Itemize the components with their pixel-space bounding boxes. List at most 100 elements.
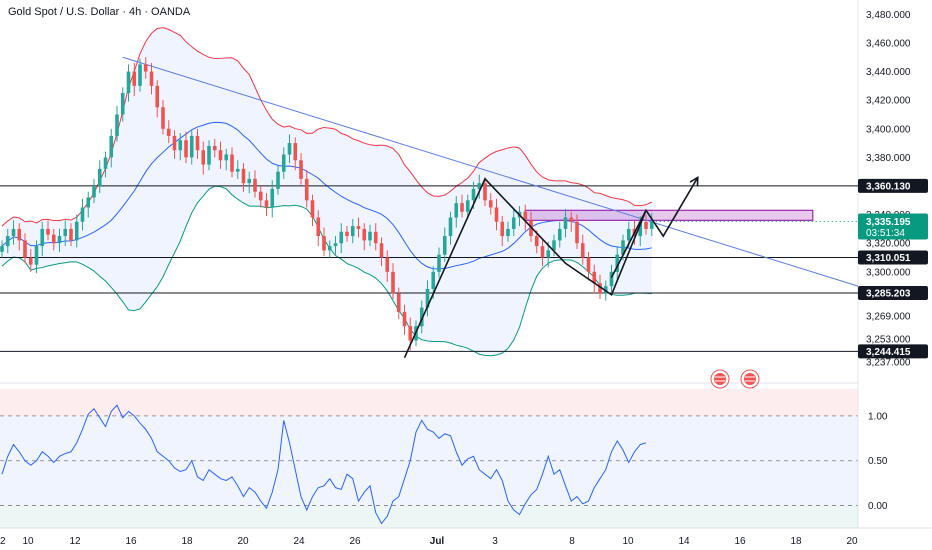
candle-body [649, 221, 654, 229]
candle-body [563, 217, 568, 229]
candle-body [534, 236, 539, 247]
price-tick-label: 3,420.000 [866, 96, 911, 107]
candle-body [132, 71, 137, 86]
candle-body [57, 236, 62, 244]
candle-body [224, 154, 229, 161]
candle-body [609, 271, 614, 287]
candle-body [557, 228, 562, 241]
bollinger-lower-band [1, 185, 652, 357]
date-tick-label: 12 [69, 536, 81, 547]
level-price-label: 3,310.051 [866, 253, 911, 264]
zigzag-pattern[interactable] [403, 177, 647, 359]
candle-body [523, 211, 528, 221]
descending-trendline[interactable] [122, 56, 859, 287]
date-tick-label: 26 [349, 536, 361, 547]
candle-body [281, 154, 286, 172]
candle-body [11, 228, 16, 237]
candle-body [270, 188, 275, 208]
candle-body [17, 228, 22, 241]
candle-body [339, 231, 344, 244]
candle-body [431, 271, 436, 290]
candle-body [287, 143, 292, 155]
candle-body [46, 228, 50, 235]
candle-body [385, 257, 390, 272]
us-event-icon[interactable] [710, 369, 730, 389]
candle-body [23, 240, 27, 258]
candle-body [126, 71, 131, 93]
candle-body [166, 128, 171, 136]
price-tick-label: 3,269.000 [866, 312, 911, 323]
candle-body [592, 271, 597, 284]
candle-body [373, 231, 378, 244]
event-flag-fill [714, 373, 726, 385]
projection-path[interactable] [610, 177, 699, 278]
price-tick-label: 3,480.000 [866, 10, 911, 21]
current-price-badge [858, 213, 928, 240]
date-tick-label: 20 [846, 536, 858, 547]
candle-body [138, 64, 142, 86]
date-tick-label: 8 [569, 536, 575, 547]
candle-body [379, 243, 384, 258]
candle-body [494, 207, 499, 222]
candle-body [626, 228, 631, 241]
candle-body [299, 160, 303, 179]
candle-body [86, 197, 91, 208]
date-tick-label: 18 [181, 536, 193, 547]
candle-body [419, 307, 424, 327]
candle-body [546, 250, 551, 258]
price-tick-label: 3,237.000 [866, 357, 911, 368]
date-tick-label: 3 [492, 536, 498, 547]
candle-body [0, 246, 4, 252]
candle-body [552, 240, 556, 251]
candle-body [184, 140, 188, 158]
candle-body [368, 231, 372, 241]
candle-body [488, 200, 493, 208]
date-tick-label: 24 [293, 536, 305, 547]
candle-body [103, 157, 108, 169]
candle-body [603, 286, 608, 294]
candle-body [644, 221, 648, 229]
candle-body [230, 154, 234, 172]
candle-body [454, 203, 459, 218]
candle-body [598, 283, 602, 294]
candle-body [258, 191, 263, 201]
candle-body [63, 228, 68, 237]
event-flag-fill [744, 373, 756, 385]
candle-body [483, 183, 487, 201]
candle-body [575, 221, 579, 244]
us-event-icon[interactable] [740, 369, 760, 389]
candle-body [97, 168, 102, 186]
price-tick-label: 3,320.000 [866, 239, 911, 250]
candle-body [580, 243, 585, 258]
rsi-oversold-band [0, 505, 858, 528]
date-tick-label: Jul [430, 536, 445, 547]
projection-arrowhead [689, 175, 699, 187]
candle-body [201, 150, 206, 165]
candle-body [615, 254, 620, 272]
level-price-label: 3,285.203 [866, 289, 911, 300]
candle-body [511, 217, 516, 229]
date-tick-label: 22 [0, 536, 6, 547]
date-tick-label: 14 [678, 536, 690, 547]
candle-body [253, 178, 257, 192]
candle-body [460, 203, 464, 212]
candle-body [500, 221, 505, 237]
candle-body [396, 293, 401, 312]
candle-body [195, 135, 200, 151]
resistance-zone[interactable] [524, 209, 814, 221]
candle-body [172, 135, 177, 151]
rsi-tick-label: 0.50 [868, 456, 888, 467]
candle-body [362, 228, 367, 241]
candle-body [5, 236, 10, 247]
price-tick-label: 3,440.000 [866, 67, 911, 78]
rsi-line [1, 404, 647, 525]
candle-body [40, 228, 45, 247]
candle-body [391, 271, 395, 294]
candle-body [293, 143, 298, 161]
candle-body [155, 85, 160, 108]
candle-body [120, 93, 125, 115]
price-tick-label: 3,253.000 [866, 335, 911, 346]
candle-body [638, 221, 643, 237]
candle-body [161, 107, 165, 129]
